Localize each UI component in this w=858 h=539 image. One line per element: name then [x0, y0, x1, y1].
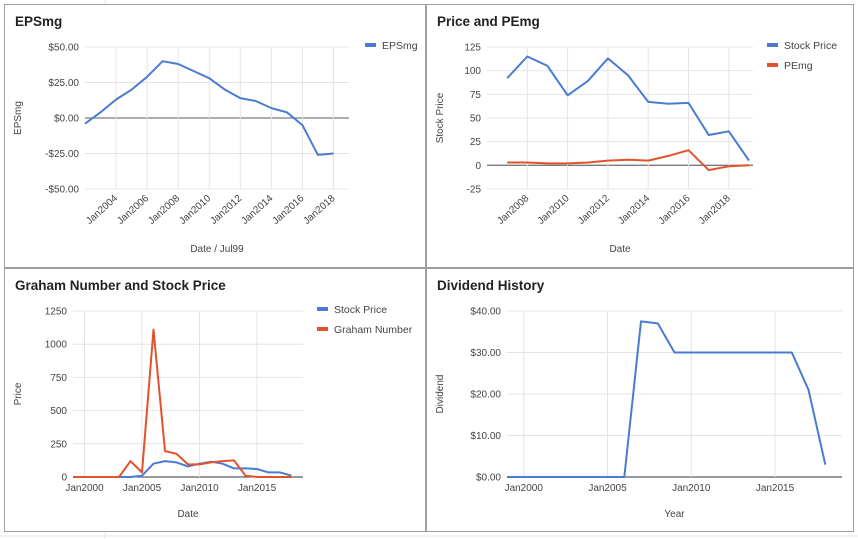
y-tick-label: 25: [470, 137, 482, 148]
x-axis-title: Year: [664, 509, 685, 520]
chart-title: Graham Number and Stock Price: [15, 278, 226, 293]
chart-dividend-history-plot: $40.00 $30.00 $20.00 $10.00 $0.00 Jan2000 Jan2…: [435, 307, 842, 520]
y-tick-label: $10.00: [470, 431, 501, 442]
series-line-1: [73, 328, 292, 478]
chart-epsmg-plot: $50.00$25.00$0.00-$25.00-$50.00Jan2004Ja…: [13, 40, 418, 255]
x-axis-title: Date / Jul99: [190, 244, 244, 255]
x-tick-label: Jan2016: [271, 193, 307, 227]
y-tick-label: 500: [50, 406, 67, 417]
y-axis-title: Dividend: [435, 375, 446, 414]
x-tick-label: Jan2012: [576, 193, 612, 227]
x-tick-label: Jan2004: [84, 193, 120, 227]
legend-label: Stock Price: [784, 40, 837, 52]
y-tick-label: 100: [464, 66, 481, 77]
y-tick-label: 0: [475, 161, 481, 172]
chart-title: EPSmg: [15, 14, 63, 29]
legend-label: PEmg: [784, 60, 813, 72]
x-tick-label: Jan2018: [302, 193, 338, 227]
y-tick-label: -$25.00: [45, 149, 79, 160]
y-tick-label: $40.00: [470, 307, 501, 318]
chart-dividend-history[interactable]: Dividend History $40.00 $30.00 $20.00 $10.0…: [426, 268, 854, 532]
series-line-1: [507, 149, 750, 172]
y-tick-label: -25: [467, 185, 482, 196]
x-tick-label: Jan2005: [123, 483, 162, 494]
x-tick-label: Jan2015: [756, 483, 795, 494]
y-axis-title: EPSmg: [13, 101, 24, 135]
y-tick-label: -$50.00: [45, 185, 79, 196]
series-line-0: [507, 320, 827, 478]
x-tick-label: Jan2008: [146, 193, 182, 227]
x-tick-label: Jan2010: [536, 193, 572, 227]
legend-swatch: [365, 43, 376, 47]
y-tick-label: $25.00: [48, 78, 79, 89]
y-tick-label: 750: [50, 373, 67, 384]
y-tick-label: 250: [50, 439, 67, 450]
y-axis-title: Stock Price: [435, 92, 446, 143]
legend-swatch: [317, 307, 328, 311]
legend-label: EPSmg: [382, 40, 418, 52]
legend-swatch: [767, 43, 778, 47]
x-tick-label: Jan2006: [115, 193, 151, 227]
y-axis-title: Price: [13, 382, 24, 405]
legend-swatch: [317, 327, 328, 331]
x-tick-label: Jan2005: [588, 483, 627, 494]
x-tick-label: Jan2010: [672, 483, 711, 494]
y-tick-label: $20.00: [470, 390, 501, 401]
series-line-0: [506, 55, 750, 162]
y-tick-label: 125: [464, 43, 481, 54]
y-tick-label: 50: [470, 114, 482, 125]
x-tick-label: Jan2018: [697, 193, 733, 227]
x-tick-label: Jan2014: [616, 193, 652, 227]
x-tick-label: Jan2014: [239, 193, 275, 227]
x-tick-label: Jan2010: [177, 193, 213, 227]
legend-swatch: [767, 63, 778, 67]
y-tick-label: $0.00: [476, 473, 501, 484]
chart-title: Price and PEmg: [437, 14, 540, 29]
legend-label: Stock Price: [334, 304, 387, 316]
x-tick-label: Jan2000: [65, 483, 104, 494]
series-line-0: [84, 60, 334, 156]
x-tick-label: Jan2010: [180, 483, 219, 494]
x-axis-title: Date: [609, 244, 631, 255]
x-tick-label: Jan2012: [208, 193, 244, 227]
x-tick-label: Jan2016: [657, 193, 693, 227]
series-line-0: [73, 460, 292, 478]
chart-title: Dividend History: [437, 278, 545, 293]
y-tick-label: $30.00: [470, 348, 501, 359]
x-tick-label: Jan2015: [238, 483, 277, 494]
y-tick-label: $0.00: [54, 114, 79, 125]
y-tick-label: 1000: [45, 340, 68, 351]
x-tick-label: Jan2000: [505, 483, 544, 494]
y-tick-label: 1250: [45, 307, 68, 318]
y-tick-label: 0: [61, 473, 67, 484]
y-tick-label: 75: [470, 90, 482, 101]
x-tick-label: Jan2008: [495, 193, 531, 227]
chart-price-and-pemg[interactable]: Price and PEmg 125 100 75 50 25 0 -25 Jan2008 Ja…: [426, 4, 854, 268]
chart-epsmg[interactable]: EPSmg $50.00 $25.00 $0.00 -$25.00 -$50.00 Jan…: [4, 4, 426, 268]
y-tick-label: $50.00: [48, 43, 79, 54]
chart-graham-number[interactable]: Graham Number and Stock Price 1250 1000 75…: [4, 268, 426, 532]
x-axis-title: Date: [177, 509, 199, 520]
legend-label: Graham Number: [334, 324, 413, 336]
